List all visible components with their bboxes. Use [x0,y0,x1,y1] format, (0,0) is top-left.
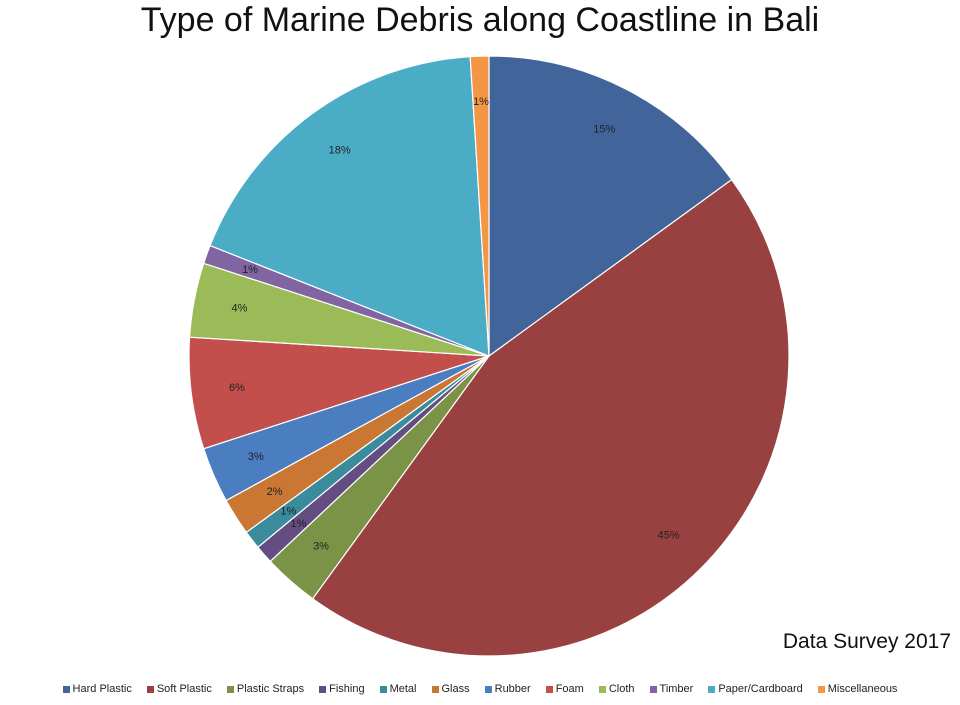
legend-label: Glass [441,683,470,695]
data-label-hard-plastic: 15% [593,124,615,136]
legend-swatch [598,685,606,693]
data-label-miscellaneous: 1% [473,96,489,108]
pie-slice-hard-plastic [488,55,733,358]
legend-label: Soft Plastic [156,683,212,695]
pie-labels: 15%45%3%1%1%2%3%6%4%1%18%1% [229,96,680,552]
legend-swatch [431,685,439,693]
legend-item-plastic-straps: Plastic Straps [226,683,305,695]
data-label-glass: 2% [267,486,283,498]
legend-label: Fishing [329,683,365,695]
legend-swatch [146,685,154,693]
legend-label: Paper/Cardboard [718,683,803,695]
legend-item-foam: Foam [545,683,584,695]
data-label-plastic-straps: 3% [313,541,329,553]
legend-swatch [226,685,234,693]
legend-item-rubber: Rubber [484,683,531,695]
pie-slice-soft-plastic [311,178,790,657]
legend-item-hard-plastic: Hard Plastic [62,683,132,695]
legend: Hard Plastic Soft Plastic Plastic Straps Fi… [0,683,960,695]
legend-item-timber: Timber [649,683,694,695]
legend-swatch [319,685,327,693]
legend-item-cloth: Cloth [598,683,635,695]
pie-slice-paper-cardboard [209,55,490,357]
legend-item-soft-plastic: Soft Plastic [146,683,212,695]
legend-label: Hard Plastic [72,683,132,695]
legend-item-paper-cardboard: Paper/Cardboard [708,683,803,695]
data-label-timber: 1% [242,264,258,276]
survey-note: Data Survey 2017 [782,630,951,653]
legend-swatch [484,685,492,693]
legend-label: Rubber [494,683,531,695]
legend-item-fishing: Fishing [319,683,365,695]
pie-slice-miscellaneous [469,55,490,357]
data-label-foam: 6% [229,382,245,394]
legend-label: Metal [389,683,417,695]
data-label-rubber: 3% [248,451,264,463]
legend-item-glass: Glass [431,683,470,695]
legend-swatch [708,685,716,693]
data-label-soft-plastic: 45% [658,530,680,542]
legend-label: Timber [659,683,694,695]
legend-swatch [817,685,825,693]
legend-label: Plastic Straps [236,683,305,695]
legend-item-metal: Metal [379,683,417,695]
legend-swatch [649,685,657,693]
pie-slices [188,55,790,657]
legend-label: Foam [555,683,584,695]
legend-swatch [545,685,553,693]
legend-label: Miscellaneous [827,683,898,695]
legend-swatch [62,685,70,693]
data-label-paper-cardboard: 18% [329,145,351,157]
legend-item-miscellaneous: Miscellaneous [817,683,898,695]
legend-label: Cloth [608,683,635,695]
data-label-fishing: 1% [291,518,307,530]
data-label-metal: 1% [280,506,296,518]
legend-swatch [379,685,387,693]
data-label-cloth: 4% [232,302,248,314]
chart-title: Type of Marine Debris along Coastline in… [140,1,820,39]
